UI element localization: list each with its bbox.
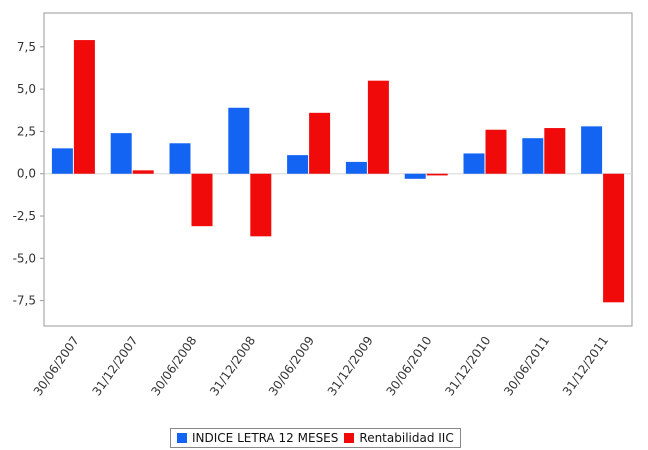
plot-frame bbox=[43, 12, 633, 327]
x-tick-label: 30/06/2011 bbox=[501, 334, 552, 399]
y-tick-label: -2,5 bbox=[13, 209, 36, 223]
x-tick-label: 31/12/2010 bbox=[442, 334, 493, 399]
legend: INDICE LETRA 12 MESES Rentabilidad IIC bbox=[170, 428, 461, 448]
bar-rentabilidad-iic bbox=[309, 112, 331, 174]
legend-label-series-1: INDICE LETRA 12 MESES bbox=[192, 431, 339, 445]
bar-indice-letra bbox=[51, 148, 73, 174]
bar-chart: 7,55,02,50,0-2,5-5,0-7,5 30/06/2007 31/12… bbox=[13, 12, 633, 399]
plot-area bbox=[43, 12, 633, 327]
bar-indice-letra bbox=[169, 143, 191, 174]
y-tick-label: 5,0 bbox=[17, 82, 36, 96]
legend-swatch-blue bbox=[177, 433, 187, 443]
y-tick-label: 2,5 bbox=[17, 124, 36, 138]
x-tick-label: 30/06/2008 bbox=[148, 334, 199, 399]
bar-indice-letra bbox=[522, 138, 544, 174]
bar-rentabilidad-iic bbox=[191, 173, 213, 227]
bars bbox=[51, 40, 625, 303]
legend-item-series-2: Rentabilidad IIC bbox=[344, 431, 454, 445]
legend-swatch-red bbox=[344, 433, 355, 443]
y-axis-ticks: 7,5 5,0 2,5 0,0 -2,5 -5,0 -7,5 bbox=[13, 40, 44, 308]
x-tick-label: 30/06/2010 bbox=[384, 334, 435, 399]
x-tick-label: 31/12/2011 bbox=[560, 334, 611, 399]
legend-item-series-1: INDICE LETRA 12 MESES bbox=[177, 431, 338, 445]
bar-rentabilidad-iic bbox=[250, 173, 272, 237]
x-tick-label: 31/12/2009 bbox=[325, 334, 376, 399]
bar-indice-letra bbox=[110, 133, 132, 174]
x-axis-ticks: 30/06/2007 31/12/2007 30/06/2008 31/12/2008… bbox=[31, 334, 611, 399]
bar-rentabilidad-iic bbox=[367, 80, 389, 174]
bar-indice-letra bbox=[581, 126, 603, 174]
y-tick-label: 0,0 bbox=[17, 167, 36, 181]
x-tick-label: 31/12/2008 bbox=[207, 334, 258, 399]
bar-rentabilidad-iic bbox=[544, 128, 566, 174]
bar-rentabilidad-iic bbox=[73, 40, 95, 174]
y-tick-label: -7,5 bbox=[13, 294, 36, 308]
x-tick-label: 30/06/2009 bbox=[266, 334, 317, 399]
bar-rentabilidad-iic bbox=[426, 173, 448, 176]
bar-rentabilidad-iic bbox=[485, 129, 507, 174]
legend-label-series-2: Rentabilidad IIC bbox=[359, 431, 454, 445]
y-tick-label: 7,5 bbox=[17, 40, 36, 54]
x-tick-label: 31/12/2007 bbox=[90, 334, 141, 399]
bar-rentabilidad-iic bbox=[603, 173, 625, 303]
bar-rentabilidad-iic bbox=[132, 170, 154, 174]
x-tick-label: 30/06/2007 bbox=[31, 334, 82, 399]
bar-indice-letra bbox=[345, 161, 367, 174]
y-tick-label: -5,0 bbox=[13, 251, 36, 265]
bar-indice-letra bbox=[404, 173, 426, 179]
bar-indice-letra bbox=[463, 153, 485, 174]
bar-indice-letra bbox=[287, 155, 309, 174]
bar-indice-letra bbox=[228, 107, 250, 174]
